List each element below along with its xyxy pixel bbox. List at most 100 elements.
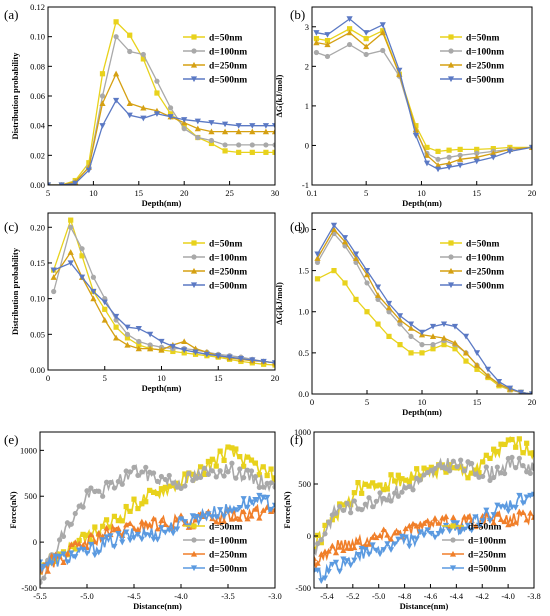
data-point — [103, 479, 110, 485]
data-point — [434, 162, 442, 168]
data-point — [107, 533, 114, 539]
data-point — [505, 508, 512, 515]
data-point — [154, 490, 161, 497]
data-point — [99, 93, 106, 99]
y-tick-label: -500 — [21, 583, 37, 593]
data-point — [181, 347, 188, 354]
legend-marker — [447, 61, 455, 68]
data-point — [201, 471, 208, 477]
data-point — [237, 466, 243, 472]
data-point — [249, 357, 256, 364]
data-point — [392, 478, 398, 484]
data-point — [235, 123, 242, 129]
data-point — [490, 154, 497, 161]
data-point — [209, 514, 216, 520]
data-point — [417, 477, 423, 483]
data-point — [127, 508, 133, 514]
data-point — [421, 465, 427, 471]
data-point — [229, 460, 235, 466]
legend-marker — [447, 76, 455, 83]
data-point — [468, 527, 475, 534]
data-point — [248, 457, 255, 463]
data-point — [428, 464, 434, 470]
x-tick-label: 5 — [46, 188, 50, 198]
data-point — [354, 539, 362, 545]
x-axis-label: Depth(nm) — [402, 407, 442, 417]
data-point — [111, 526, 118, 533]
data-point — [102, 306, 108, 312]
data-point — [272, 149, 275, 155]
data-point — [123, 503, 129, 510]
data-point — [64, 520, 71, 526]
y-tick-label: 0.00 — [30, 180, 45, 190]
data-point — [344, 500, 350, 506]
data-point — [341, 238, 349, 245]
data-point — [340, 556, 347, 563]
data-point — [520, 463, 526, 469]
data-point — [462, 333, 470, 340]
data-point — [517, 389, 525, 394]
data-point — [113, 334, 120, 341]
data-point — [169, 343, 176, 350]
data-point — [364, 309, 370, 315]
data-point — [423, 160, 431, 167]
data-point — [72, 539, 79, 545]
data-point — [248, 499, 255, 506]
data-point — [244, 467, 251, 473]
data-point — [321, 575, 329, 582]
data-point — [446, 147, 452, 153]
data-point — [324, 32, 331, 38]
data-point — [96, 488, 102, 494]
x-tick-label: 10 — [417, 188, 426, 198]
data-point — [40, 563, 48, 570]
x-tick-label: 10 — [157, 373, 166, 383]
data-point — [84, 488, 90, 494]
data-point — [483, 464, 489, 470]
data-point — [332, 549, 340, 556]
data-point — [260, 464, 266, 470]
data-point — [380, 547, 387, 553]
data-point — [100, 493, 106, 499]
data-point — [72, 554, 79, 560]
data-point — [364, 280, 370, 286]
x-tick-label: -4.4 — [450, 591, 464, 601]
data-point — [271, 502, 275, 509]
x-tick-label: -4.6 — [424, 591, 437, 601]
data-point — [432, 465, 438, 472]
data-point — [60, 533, 67, 540]
data-point — [490, 150, 497, 156]
y-tick-label: 0.00 — [30, 365, 45, 375]
data-point — [256, 492, 263, 499]
data-point — [131, 496, 137, 502]
data-point — [435, 520, 442, 526]
data-point — [527, 470, 533, 476]
data-point — [313, 39, 320, 46]
data-point — [429, 333, 437, 340]
data-point — [99, 100, 106, 107]
data-point — [318, 537, 324, 543]
data-point — [99, 123, 106, 129]
data-point — [95, 549, 102, 556]
data-point — [528, 144, 532, 151]
x-tick-label: 20 — [180, 188, 189, 198]
data-point — [60, 559, 67, 565]
y-tick-label: 500 — [298, 479, 311, 489]
data-point — [519, 500, 527, 507]
data-point — [119, 481, 125, 487]
legend-label: d=50nm — [209, 240, 242, 250]
data-point — [314, 251, 321, 258]
data-point — [154, 525, 161, 532]
data-point — [408, 350, 414, 356]
data-point — [208, 120, 215, 126]
data-point — [346, 26, 353, 32]
data-point — [92, 524, 98, 530]
data-point — [346, 16, 353, 22]
data-point — [363, 30, 370, 36]
data-point — [162, 476, 168, 483]
data-point — [528, 391, 532, 394]
data-point — [379, 22, 386, 28]
data-point — [403, 477, 409, 483]
data-point — [318, 540, 324, 546]
data-point — [457, 156, 464, 162]
panel-label: (a) — [4, 7, 18, 22]
